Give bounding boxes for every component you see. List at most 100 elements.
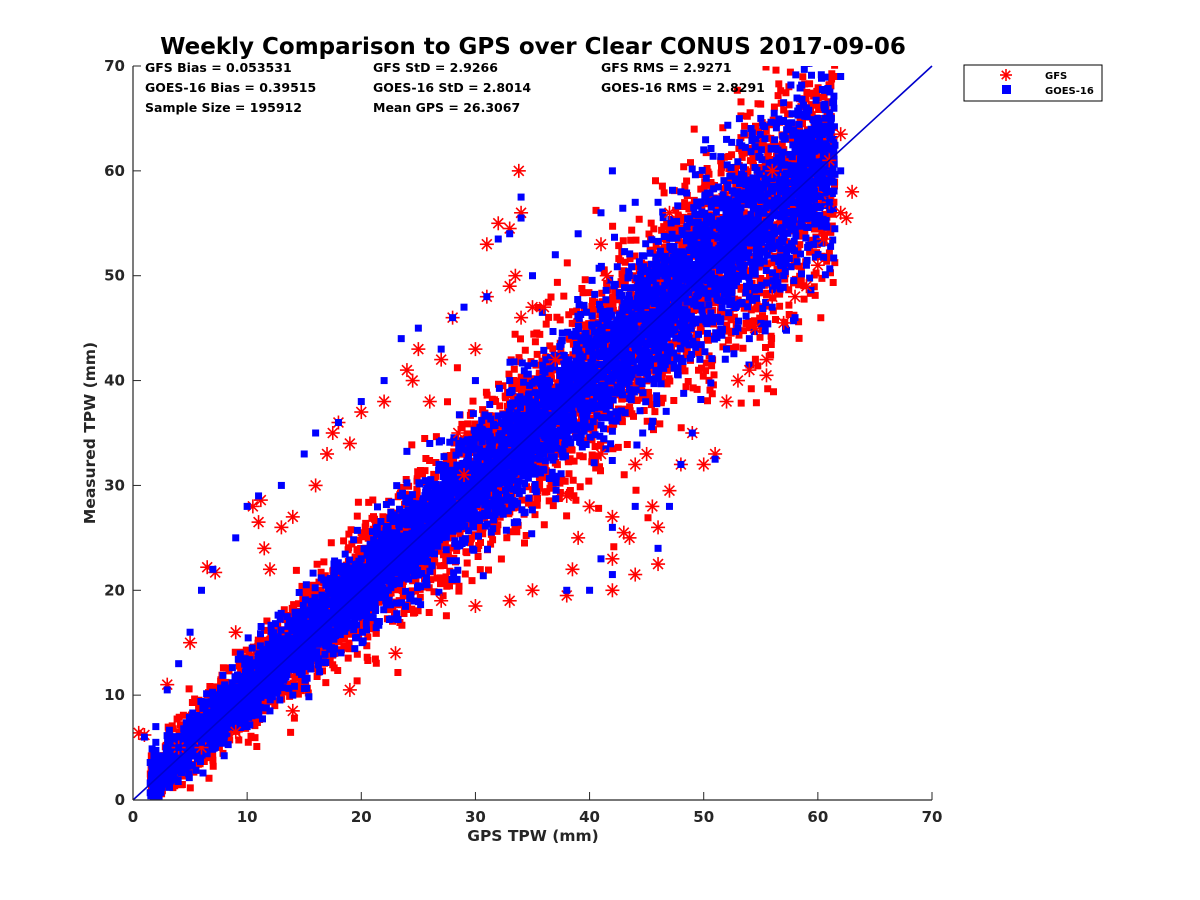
stat-goes-bias: GOES-16 Bias = 0.39515 [145,80,316,95]
goes16-point [357,398,365,406]
goes16-point [745,335,753,343]
gfs-point [422,394,437,409]
gfs-point [628,567,643,582]
stats-annotations: GFS Bias = 0.053531 GFS StD = 2.9266 GFS… [145,60,765,115]
goes16-point [677,460,685,468]
gfs-point [559,488,574,503]
goes16-point [586,586,594,594]
gfs-point [776,315,791,330]
goes16-point [837,72,845,80]
goes16-point [186,628,194,636]
gfs-point [651,557,666,572]
gfs-point [730,373,745,388]
gfs-point [605,551,620,566]
gfs-point [765,163,780,178]
gfs-point [434,352,449,367]
goes16-point [334,419,342,427]
gfs-point [799,279,814,294]
gfs-point [548,352,563,367]
gfs-point [457,467,472,482]
gfs-point [468,599,483,614]
gfs-point [377,394,392,409]
y-tick-label: 0 [115,791,125,809]
goes16-point [768,303,776,311]
y-tick-label: 20 [104,581,125,599]
gfs-point [325,426,340,440]
y-ticks: 0 10 20 30 40 50 60 70 [104,57,141,809]
goes16-cloud [146,66,839,800]
goes16-point [608,571,616,579]
gfs-point [645,499,660,514]
goes16-point [814,114,822,122]
gfs-point [262,562,277,577]
goes16-point [802,104,810,112]
goes16-point [300,450,308,458]
goes16-point [243,723,251,731]
goes16-point [723,135,731,143]
goes16-point [506,230,514,238]
legend-gfs-label: GFS [1045,71,1067,82]
gfs-point [502,593,517,608]
gfs-point [765,289,780,304]
gfs-point [759,368,774,383]
goes16-point [197,586,205,594]
goes16-point [837,167,845,175]
goes16-point [277,481,285,489]
goes16-point [723,345,731,353]
goes16-point [312,429,320,437]
x-tick-label: 40 [579,808,600,826]
x-tick-label: 10 [237,808,258,826]
gfs-point [742,363,757,378]
goes16-point [608,523,616,531]
gfs-point [183,635,198,650]
gfs-point [662,483,677,498]
gfs-point [399,363,414,378]
gfs-point [605,583,620,598]
gfs-point [696,457,711,472]
stat-mean-gps: Mean GPS = 26.3067 [373,100,520,115]
goes16-point [140,733,148,741]
gfs-point [354,405,369,420]
stat-gfs-bias: GFS Bias = 0.053531 [145,60,292,75]
goes16-point [449,314,457,322]
goes16-point [540,450,548,458]
x-tick-label: 50 [693,808,714,826]
goes16-point [460,303,468,311]
gfs-point [839,211,854,226]
gfs-point [388,646,403,661]
gfs-point [257,541,272,556]
goes16-point [700,146,708,154]
gfs-point [719,394,734,409]
goes16-point [175,660,183,668]
x-tick-label: 30 [465,808,486,826]
gfs-point [228,625,243,640]
stat-goes-std: GOES-16 StD = 2.8014 [373,80,531,95]
gfs-point [514,310,529,325]
goes16-point [551,251,559,259]
goes16-point [197,738,205,746]
y-axis-label: Measured TPW (mm) [81,342,99,524]
gfs-point [833,127,848,142]
gfs-point [759,352,774,367]
goes16-point [323,639,331,647]
gfs-point [622,530,637,545]
gfs-point [662,205,677,220]
goes16-point [437,345,445,353]
y-tick-label: 10 [104,686,125,704]
gfs-point [342,436,357,451]
goes16-point [597,555,605,563]
goes16-point [734,324,742,332]
goes16-point [380,544,388,552]
gfs-point [593,237,608,252]
goes16-point [397,335,405,343]
goes16-point [688,429,696,437]
goes16-point [791,314,799,322]
goes16-point [517,193,525,201]
gfs-point [274,520,289,535]
stat-sample-size: Sample Size = 195912 [145,100,302,115]
y-tick-label: 50 [104,267,125,285]
goes16-point [243,502,251,510]
goes16-point [677,188,685,196]
x-tick-label: 0 [128,808,138,826]
legend: GFS GOES-16 [963,64,1103,102]
